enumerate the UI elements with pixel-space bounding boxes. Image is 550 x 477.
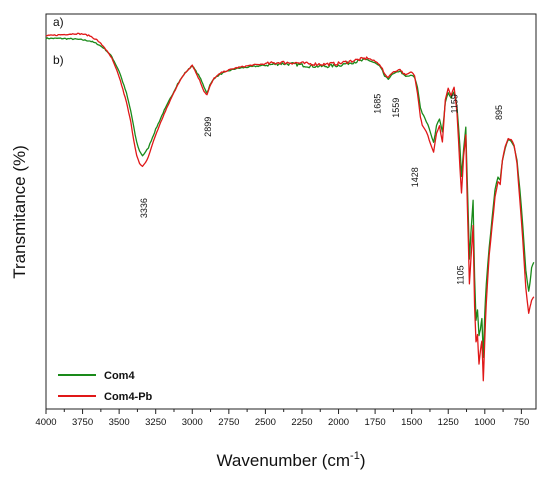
peak-label-1559: 1559 <box>391 98 401 118</box>
peak-annotations: 3336 2899 1685 1559 1428 1159 1105 895 <box>139 94 504 285</box>
x-tick-label: 3000 <box>182 417 203 428</box>
x-tick-label: 2000 <box>328 417 349 428</box>
x-tick-label: 3500 <box>109 417 130 428</box>
legend-label-com4-pb: Com4-Pb <box>104 391 153 403</box>
x-tick-label: 4000 <box>35 417 56 428</box>
legend-label-com4: Com4 <box>104 370 135 382</box>
x-tick-label: 3750 <box>72 417 93 428</box>
x-tick-label: 2750 <box>218 417 239 428</box>
x-tick-label: 3250 <box>145 417 166 428</box>
x-tick-label: 750 <box>513 417 529 428</box>
x-axis-title-sup: -1 <box>350 450 360 462</box>
x-axis-title-close: ) <box>360 451 366 470</box>
series-layer <box>45 32 535 382</box>
x-tick-label: 2250 <box>291 417 312 428</box>
x-tick-label: 1250 <box>438 417 459 428</box>
peak-label-2899: 2899 <box>203 117 213 137</box>
x-axis: 4000 3750 3500 3250 3000 2750 2500 2250 2000 1750… <box>35 409 529 428</box>
x-tick-label: 2500 <box>255 417 276 428</box>
panel-label-b: b) <box>53 53 64 67</box>
legend: Com4 Com4-Pb <box>58 370 153 403</box>
y-axis-title: Transmitance (%) <box>10 145 29 279</box>
x-axis-title: Wavenumber (cm-1) <box>217 450 366 470</box>
peak-label-3336: 3336 <box>139 198 149 218</box>
peak-label-1159: 1159 <box>450 94 460 113</box>
x-tick-label: 1750 <box>365 417 386 428</box>
peak-label-1428: 1428 <box>410 167 420 187</box>
plot-frame <box>45 13 537 410</box>
x-tick-label: 1500 <box>401 417 422 428</box>
x-tick-label: 1000 <box>474 417 495 428</box>
peak-label-1105: 1105 <box>455 265 465 284</box>
x-axis-title-main: Wavenumber (cm <box>217 451 351 470</box>
panel-label-a: a) <box>53 15 64 29</box>
series-line-com4-pb <box>45 32 535 382</box>
peak-label-1685: 1685 <box>373 94 383 114</box>
peak-label-895: 895 <box>494 105 504 120</box>
series-line-com4 <box>45 37 535 359</box>
